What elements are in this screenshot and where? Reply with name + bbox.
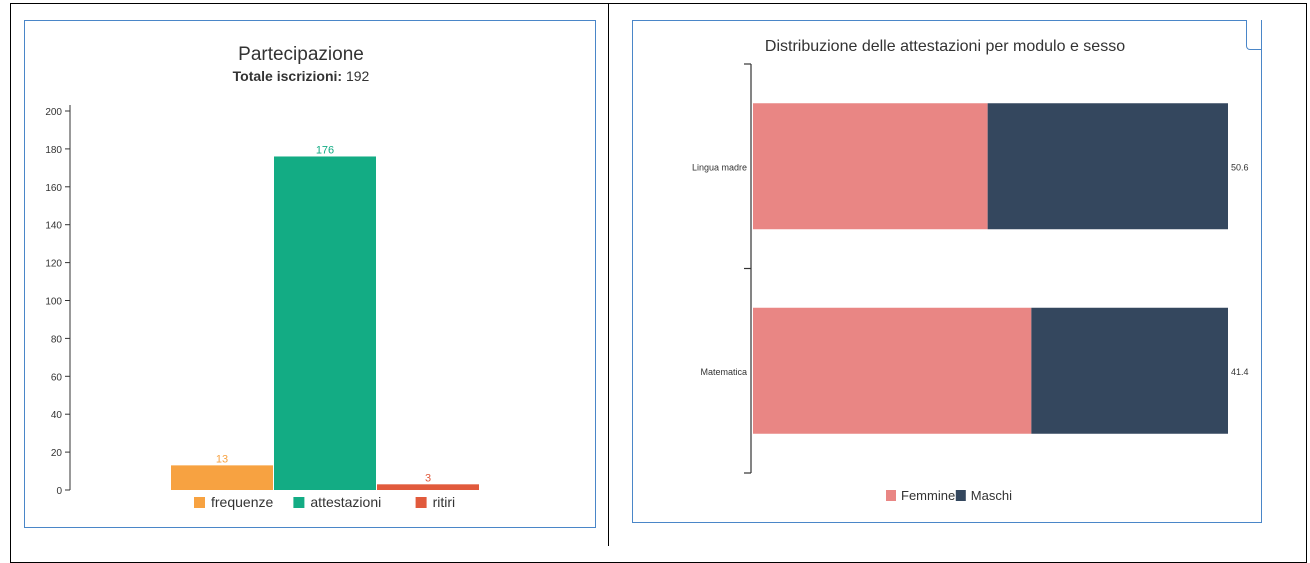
chart-title: Partecipazione [238,44,364,65]
y-tick-label: 180 [45,145,62,156]
attestations-chart: Distribuzione delle attestazioni per mod… [633,21,1263,524]
attestations-chart-panel: Distribuzione delle attestazioni per mod… [632,20,1262,523]
y-tick-label: 80 [51,334,63,345]
bar-ritiri[interactable] [377,484,479,490]
legend: Femmine Maschi [886,488,1012,503]
participation-chart-panel: Partecipazione Totale iscrizioni: 192 0 2… [24,20,596,528]
legend-swatch [194,497,205,508]
bars: 13 176 3 [171,144,479,490]
bar-Femmine-Lingua madre[interactable] [753,103,988,229]
y-tick-label: 20 [51,448,63,459]
table-column-divider [608,3,609,546]
subtitle-value: 192 [346,68,370,84]
data-label: 13 [216,453,228,465]
chart-subtitle: Totale iscrizioni: 192 [233,68,370,84]
y-tick-label: 100 [45,297,62,308]
y-tick-label: 140 [45,221,62,232]
data-label: 3 [425,472,431,484]
stacked-bars: 49.450.658.641.4 [753,103,1249,434]
menu-tab[interactable] [1246,20,1262,50]
legend-item-Femmine[interactable]: Femmine [901,488,955,503]
y-tick-label: 200 [45,107,62,118]
legend-swatch [293,497,304,508]
y-tick-label: 0 [56,486,62,497]
bar-attestazioni[interactable] [274,156,376,490]
subtitle-label: Totale iscrizioni: [233,68,342,84]
bar-Femmine-Matematica[interactable] [753,308,1031,434]
y-tick-label: 60 [51,372,63,383]
bar-Maschi-Matematica[interactable] [1031,308,1228,434]
legend-item-attestazioni[interactable]: attestazioni [310,494,381,510]
data-label: 176 [316,144,334,156]
y-tick-label: 160 [45,183,62,194]
legend-swatch [416,497,427,508]
data-label: 41.4 [1231,367,1249,377]
bar-frequenze[interactable] [171,465,273,490]
category-axis: Lingua madre Matematica [692,64,751,473]
participation-chart: Partecipazione Totale iscrizioni: 192 0 2… [25,21,597,529]
legend: frequenze attestazioni ritiri [194,494,455,510]
legend-item-ritiri[interactable]: ritiri [433,494,456,510]
y-axis: 0 20 40 60 80 100 120 140 160 180 200 [45,105,70,497]
category-label: Lingua madre [692,162,747,172]
y-tick-label: 120 [45,259,62,270]
legend-item-Maschi[interactable]: Maschi [971,488,1012,503]
legend-swatch [886,490,896,501]
data-label: 50.6 [1231,162,1249,172]
y-tick-label: 40 [51,410,63,421]
category-label: Matematica [700,367,747,377]
chart-title: Distribuzione delle attestazioni per mod… [765,38,1125,55]
legend-item-frequenze[interactable]: frequenze [211,494,273,510]
legend-swatch [956,490,966,501]
bar-Maschi-Lingua madre[interactable] [988,103,1228,229]
